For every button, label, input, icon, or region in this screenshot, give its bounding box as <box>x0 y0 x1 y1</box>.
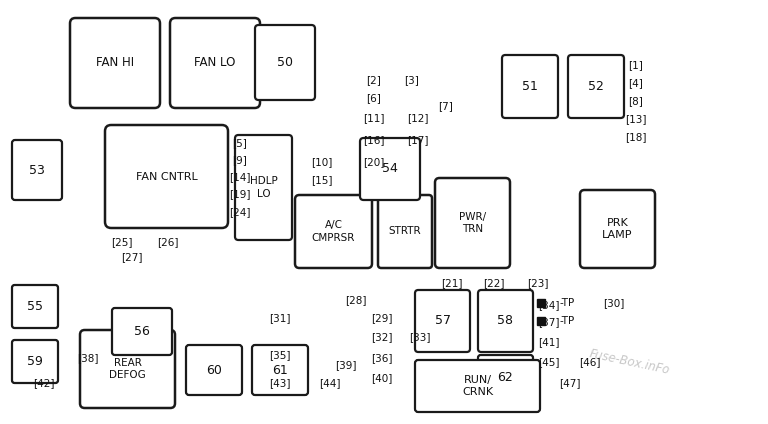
FancyBboxPatch shape <box>478 355 533 400</box>
FancyBboxPatch shape <box>70 18 160 108</box>
Text: [22]: [22] <box>483 278 505 288</box>
Text: RUN/
CRNK: RUN/ CRNK <box>462 375 493 397</box>
Text: [35]: [35] <box>270 350 291 360</box>
Text: [1]: [1] <box>628 60 644 70</box>
Text: [23]: [23] <box>528 278 549 288</box>
FancyBboxPatch shape <box>415 290 470 352</box>
FancyBboxPatch shape <box>435 178 510 268</box>
FancyBboxPatch shape <box>415 360 540 412</box>
FancyBboxPatch shape <box>12 140 62 200</box>
FancyBboxPatch shape <box>252 345 308 395</box>
Text: [25]: [25] <box>111 237 133 247</box>
FancyBboxPatch shape <box>378 195 432 268</box>
Text: 60: 60 <box>206 363 222 377</box>
Text: [29]: [29] <box>371 313 392 323</box>
Text: [4]: [4] <box>628 78 644 88</box>
FancyBboxPatch shape <box>105 125 228 228</box>
Text: PWR/
TRN: PWR/ TRN <box>459 212 486 234</box>
Text: 61: 61 <box>272 363 288 377</box>
Text: [32]: [32] <box>371 332 392 342</box>
Text: REAR
DEFOG: REAR DEFOG <box>109 358 146 380</box>
Text: [2]: [2] <box>366 75 382 85</box>
Text: [3]: [3] <box>405 75 419 85</box>
Text: [15]: [15] <box>311 175 333 185</box>
FancyBboxPatch shape <box>580 190 655 268</box>
Text: HDLP
LO: HDLP LO <box>250 176 277 199</box>
Text: [38]: [38] <box>78 353 99 363</box>
FancyBboxPatch shape <box>360 138 420 200</box>
FancyBboxPatch shape <box>568 55 624 118</box>
FancyBboxPatch shape <box>255 25 315 100</box>
Text: 52: 52 <box>588 80 604 93</box>
FancyBboxPatch shape <box>186 345 242 395</box>
Text: [30]: [30] <box>604 298 624 308</box>
FancyBboxPatch shape <box>295 195 372 268</box>
Text: [37]: [37] <box>538 317 560 327</box>
Text: [11]: [11] <box>363 113 385 123</box>
Text: 62: 62 <box>498 371 513 384</box>
FancyBboxPatch shape <box>12 285 58 328</box>
Text: [9]: [9] <box>233 155 247 165</box>
Text: 56: 56 <box>134 325 150 338</box>
Text: PRK
LAMP: PRK LAMP <box>602 218 633 240</box>
Text: [31]: [31] <box>270 313 291 323</box>
Text: [28]: [28] <box>346 295 367 305</box>
Text: 58: 58 <box>498 315 514 327</box>
Text: 54: 54 <box>382 162 398 176</box>
Text: 53: 53 <box>29 164 45 176</box>
Text: 51: 51 <box>522 80 538 93</box>
Text: [44]: [44] <box>319 378 341 388</box>
Text: [40]: [40] <box>371 373 392 383</box>
Text: [7]: [7] <box>439 101 453 111</box>
Text: FAN CNTRL: FAN CNTRL <box>136 171 197 181</box>
Text: [33]: [33] <box>409 332 431 342</box>
FancyBboxPatch shape <box>170 18 260 108</box>
Text: [41]: [41] <box>538 337 560 347</box>
Text: [18]: [18] <box>625 132 647 142</box>
Text: [45]: [45] <box>538 357 560 367</box>
Bar <box>537 317 545 325</box>
Text: [21]: [21] <box>442 278 463 288</box>
FancyBboxPatch shape <box>478 290 533 352</box>
Text: 50: 50 <box>277 56 293 69</box>
Text: [20]: [20] <box>363 157 385 167</box>
Text: [26]: [26] <box>157 237 179 247</box>
Text: [46]: [46] <box>579 357 601 367</box>
Text: [24]: [24] <box>230 207 250 217</box>
Text: [10]: [10] <box>311 157 333 167</box>
FancyBboxPatch shape <box>235 135 292 240</box>
Text: [6]: [6] <box>366 93 382 103</box>
Text: [47]: [47] <box>559 378 581 388</box>
FancyBboxPatch shape <box>80 330 175 408</box>
Text: [42]: [42] <box>33 378 55 388</box>
FancyBboxPatch shape <box>12 340 58 383</box>
Text: 57: 57 <box>435 315 451 327</box>
Text: [12]: [12] <box>407 113 429 123</box>
Text: [27]: [27] <box>121 252 143 262</box>
Text: 55: 55 <box>27 300 43 313</box>
Text: [19]: [19] <box>230 189 250 199</box>
Text: FAN HI: FAN HI <box>96 56 134 70</box>
Text: A/C
CMPRSR: A/C CMPRSR <box>312 220 355 243</box>
Text: -TP: -TP <box>559 298 574 308</box>
Text: [14]: [14] <box>230 172 250 182</box>
Text: FAN LO: FAN LO <box>194 56 236 70</box>
Text: [36]: [36] <box>371 353 392 363</box>
Text: [43]: [43] <box>270 378 291 388</box>
Text: Fuse-Box.inFo: Fuse-Box.inFo <box>588 347 671 377</box>
Text: [39]: [39] <box>336 360 357 370</box>
Text: [8]: [8] <box>628 96 644 106</box>
FancyBboxPatch shape <box>112 308 172 355</box>
Text: 59: 59 <box>27 355 43 368</box>
FancyBboxPatch shape <box>502 55 558 118</box>
Bar <box>537 299 545 307</box>
Text: [17]: [17] <box>407 135 429 145</box>
Text: [13]: [13] <box>625 114 647 124</box>
Text: [16]: [16] <box>363 135 385 145</box>
Text: [5]: [5] <box>233 138 247 148</box>
Text: [34]: [34] <box>538 300 560 310</box>
Text: -TP: -TP <box>559 316 574 326</box>
Text: STRTR: STRTR <box>389 226 422 237</box>
